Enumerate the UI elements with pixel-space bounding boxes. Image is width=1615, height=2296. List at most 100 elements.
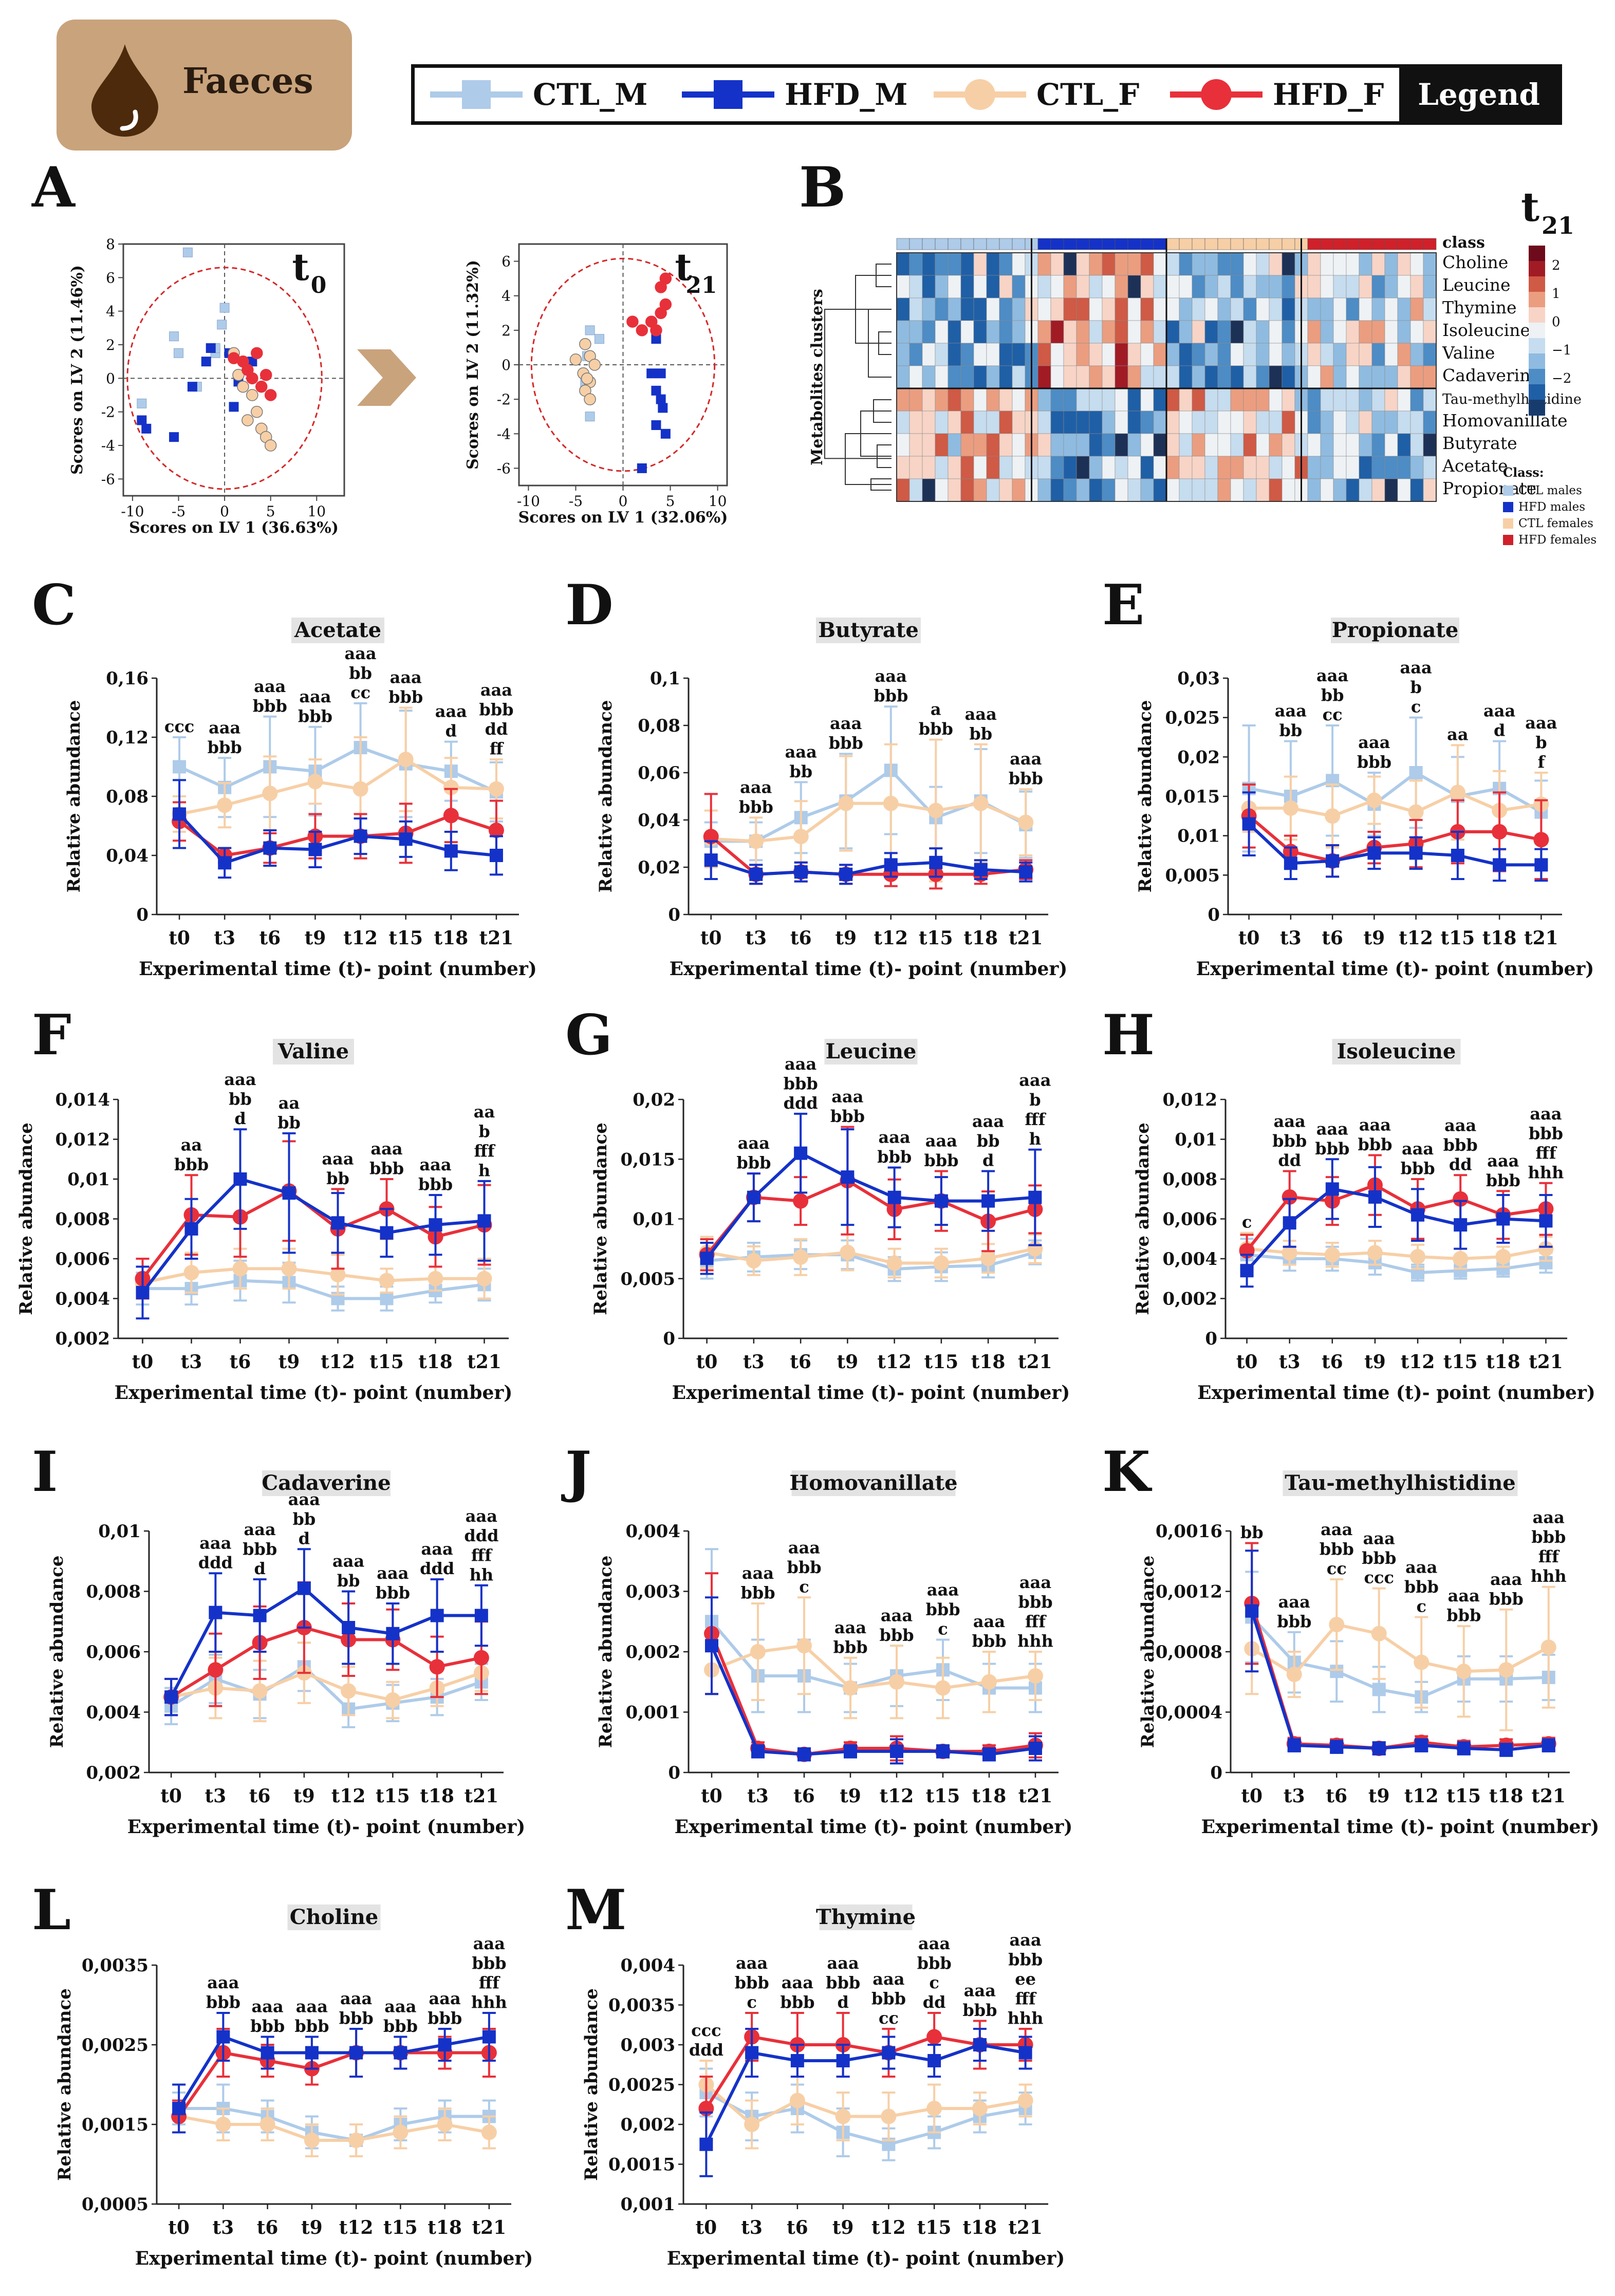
heatmap-cell [999,388,1013,412]
panel-letter-c: C [32,573,76,638]
heatmap-cell [1230,388,1244,412]
data-point [974,863,988,876]
data-point [252,1683,268,1699]
heatmap-cell [1166,320,1180,344]
data-point [1457,1742,1471,1755]
data-point [352,781,368,797]
heatmap-cell [1217,388,1231,412]
x-tick-label: t0 [696,2217,717,2238]
heatmap-cell [909,478,923,502]
heatmap-cell [1423,388,1437,412]
chart-title: Thymine [816,1905,916,1929]
heatmap-cell [1384,252,1398,276]
data-point [482,2030,496,2044]
data-point [747,1190,760,1204]
x-tick-label: t15 [369,1351,404,1373]
chart-xlabel: Experimental time (t)- point (number) [667,2248,1065,2269]
data-point [477,1214,491,1228]
score-point-ctl-m [217,320,227,330]
y-tick-label: 0,16 [106,668,148,689]
y-tick-label: -6 [101,471,115,488]
heatmap-cell [999,478,1013,502]
data-point [438,2038,452,2051]
line-chart-butyrate: 0 0,02 0,04 0,06 0,08 0,1 t0 t3 t6 t9 t12 t15 t18 t21… [596,618,1067,980]
heatmap-cell [986,252,1000,276]
data-point [476,1271,492,1286]
heatmap-cell [1423,433,1437,457]
data-point [1456,1664,1472,1679]
y-tick-label: 0,1 [650,668,680,689]
heatmap-cell [1153,320,1167,344]
class-bar-cell [986,238,1000,250]
heatmap-cell [1179,433,1193,457]
x-tick-label: t0 [169,927,190,949]
score-point-hfd-m [656,368,666,379]
significance-label: aaa [1316,1119,1348,1138]
x-tick-label: t12 [874,927,908,949]
heatmap-cell [1050,388,1064,412]
dendrogram-branch [845,433,892,485]
significance-label: aaa [207,1973,239,1992]
significance-label: aaa [421,1539,453,1559]
class-bar-cell [896,238,910,250]
score-point-ctl-f [237,380,249,393]
chart-title-bg [273,1039,354,1065]
significance-label: fff [1025,1612,1047,1631]
data-point [1028,1190,1042,1204]
significance-label: bbb [739,797,773,816]
heatmap-cell [1346,456,1360,479]
heatmap-cell [1063,433,1077,457]
data-point [215,2117,231,2132]
significance-label: bbb [833,1637,867,1657]
heatmap-cell [1282,478,1295,502]
panel-letter-f: F [32,1003,71,1068]
significance-label: aaa [1530,1104,1562,1124]
heatmap-cell [948,343,961,366]
significance-label: bbb [1489,1589,1524,1609]
x-tick-label: t0 [132,1351,154,1373]
x-tick-label: t9 [279,1351,300,1373]
heatmap-cell [1243,433,1257,457]
significance-label: dd [1278,1151,1301,1170]
y-tick-label: 0,03 [1177,668,1220,689]
panel-letter-d: D [565,573,614,638]
y-tick-label: 0,0025 [608,2075,675,2096]
x-tick-label: t21 [465,1785,499,1807]
heatmap-cell [1166,410,1180,434]
heatmap-cell [999,297,1013,321]
heatmap-cell [948,478,961,502]
heatmap-cell [1115,365,1128,389]
heatmap-cell [1384,275,1398,298]
significance-label: d [837,1992,848,2012]
significance-label: aaa [384,1997,416,2017]
y-tick-label: 0,04 [106,846,148,866]
class-legend-label: CTL males [1518,484,1582,497]
class-bar-cell [1127,238,1141,250]
significance-label: bbb [829,733,863,753]
heatmap-cell [1115,433,1128,457]
heatmap-cell [922,433,936,457]
x-tick-label: t15 [924,1351,959,1373]
significance-label: aaa [1525,713,1557,733]
heatmap-cell [1397,365,1411,389]
score-point-hfd-m [187,382,197,392]
heatmap-cell [1179,365,1193,389]
data-point [883,795,899,811]
data-point [981,1194,995,1208]
significance-label: fff [1025,1110,1046,1129]
chart-title: Homovanillate [789,1471,957,1495]
class-legend-label: HFD females [1518,533,1597,547]
significance-label: cc [1327,1559,1347,1578]
chart-title-bg [824,1039,918,1065]
heatmap-cell [1423,456,1437,479]
heatmap-cell [1320,388,1334,412]
x-tick-label: t3 [1284,1785,1305,1807]
data-point [793,1193,809,1209]
color-scale-step [1529,292,1545,308]
heatmap-title-sub: 21 [1542,212,1574,239]
heatmap-cell [1230,410,1244,434]
heatmap-cell [1423,478,1437,502]
significance-label: aaa [964,1981,996,2001]
significance-label: bbb [874,686,908,705]
heatmap-row-label: Cadaverine [1442,365,1540,385]
